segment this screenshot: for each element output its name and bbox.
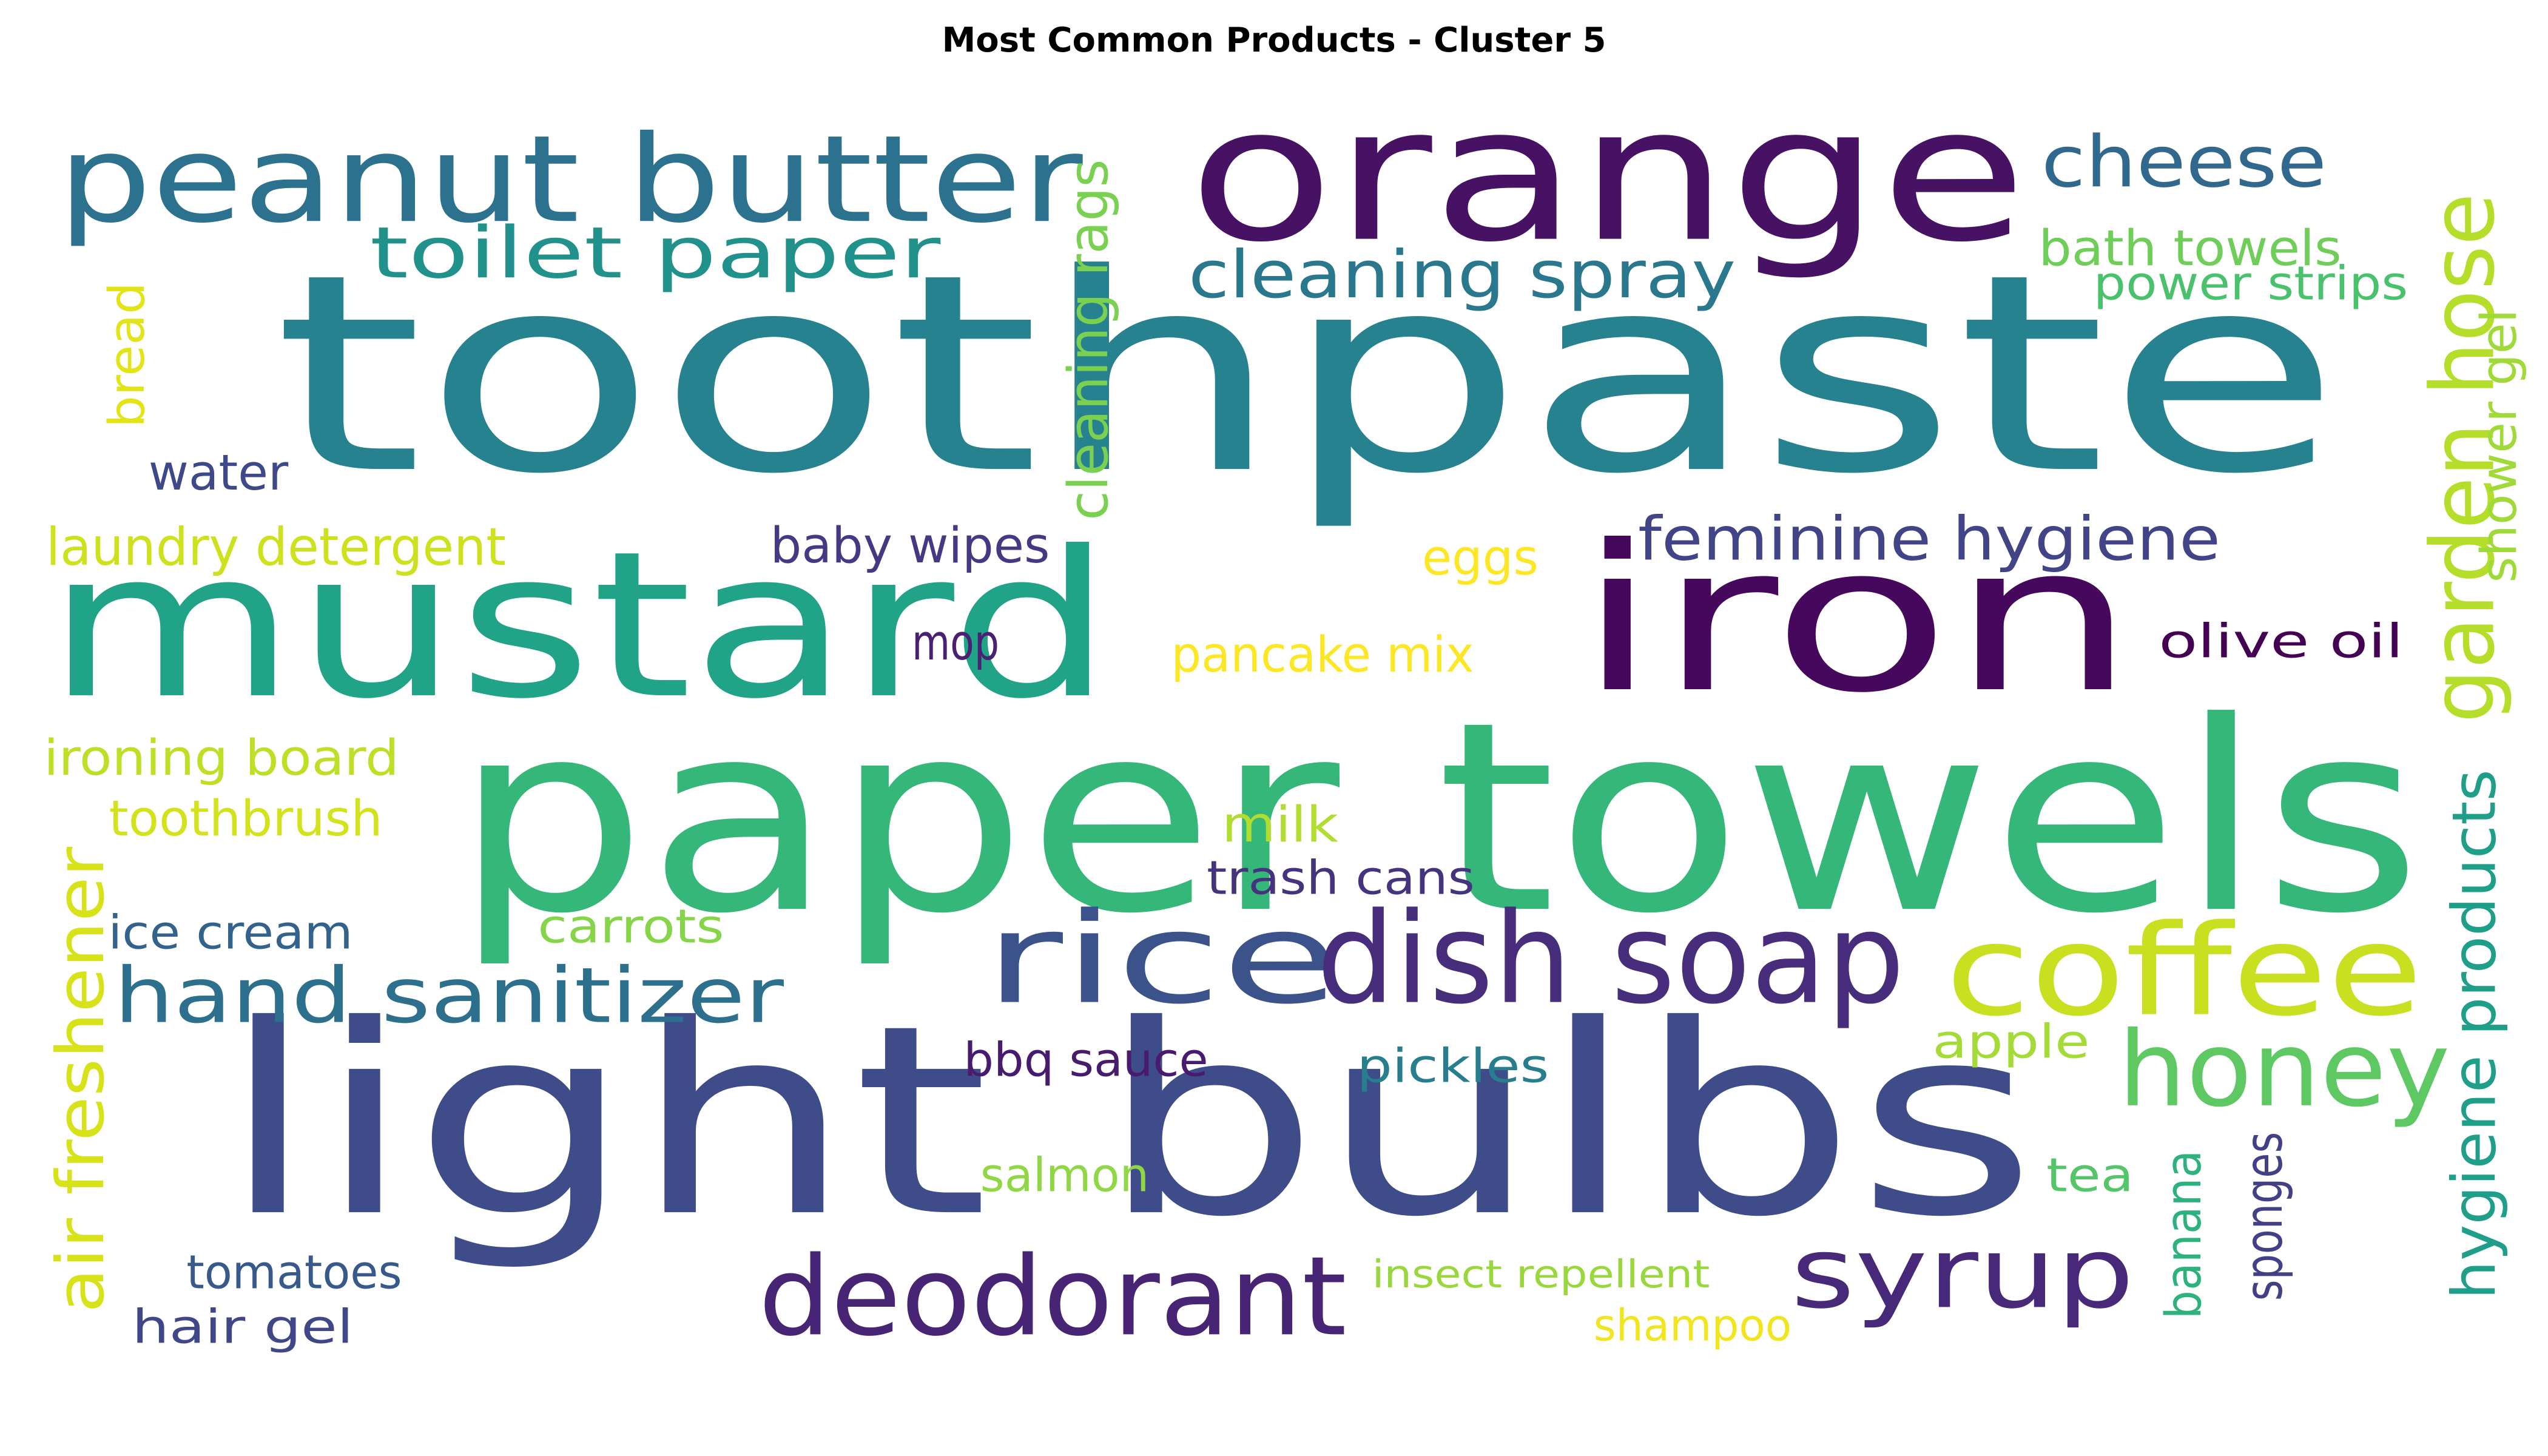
word-shower-gel: shower gel [2471,309,2528,582]
word-salmon: salmon [980,1148,1149,1202]
word-toothpaste: toothpaste [274,216,2341,534]
word-pancake-mix: pancake mix [1171,627,1474,684]
word-bbq-sauce: bbq sauce [963,1033,1208,1087]
word-pickles: pickles [1357,1039,1549,1093]
word-hygiene-products: hygiene products [2439,769,2509,1299]
word-coffee: coffee [1945,898,2422,1044]
word-mustard: mustard [47,508,1113,743]
word-honey: honey [2118,1009,2450,1130]
word-shampoo: shampoo [1594,1300,1791,1351]
word-paper-towels: paper towels [454,666,2422,971]
word-hand-sanitizer: hand sanitizer [114,951,784,1040]
word-banana: banana [2155,1150,2213,1319]
word-mop: mop [912,615,999,672]
word-iron: iron [1577,502,2136,737]
figure-title: Most Common Products - Cluster 5 [942,21,1606,60]
word-air-freshener: air freshener [43,846,119,1313]
word-ironing-board: ironing board [44,730,399,787]
word-power-strips: power strips [2094,257,2408,311]
word-apple: apple [1932,1015,2089,1069]
word-ice-cream: ice cream [108,906,352,960]
word-water: water [149,445,289,502]
word-deodorant: deodorant [758,1233,1347,1360]
word-peanut-butter: peanut butter [58,109,1083,249]
word-dish-soap: dish soap [1316,886,1905,1032]
word-cleaning-rags: cleaning rags [1057,159,1121,520]
word-carrots: carrots [538,900,724,954]
word-trash-cans: trash cans [1207,851,1475,905]
word-orange: orange [1188,67,2027,283]
word-toilet-paper: toilet paper [370,211,942,294]
word-sponges: sponges [2234,1132,2294,1301]
word-toothbrush: toothbrush [109,790,382,848]
word-laundry-detergent: laundry detergent [46,517,506,578]
word-rice: rice [984,886,1340,1032]
word-cleaning-spray: cleaning spray [1188,237,1736,313]
word-syrup: syrup [1791,1216,2134,1330]
word-eggs: eggs [1422,530,1539,587]
word-tomatoes: tomatoes [186,1245,402,1299]
word-bath-towels: bath towels [2038,220,2341,277]
word-feminine-hygiene: feminine hygiene [1638,504,2220,574]
word-garden-hose: garden hose [2412,193,2514,723]
word-tea: tea [2046,1148,2134,1202]
word-olive-oil: olive oil [2159,615,2403,669]
word-hair-gel: hair gel [132,1300,354,1354]
word-cheese: cheese [2041,120,2327,203]
word-milk: milk [1222,797,1338,854]
word-baby-wipes: baby wipes [770,517,1050,575]
word-bread: bread [99,282,156,428]
word-insect-repellent: insect repellent [1372,1252,1710,1296]
word-light-bulbs: light bulbs [220,969,2037,1274]
